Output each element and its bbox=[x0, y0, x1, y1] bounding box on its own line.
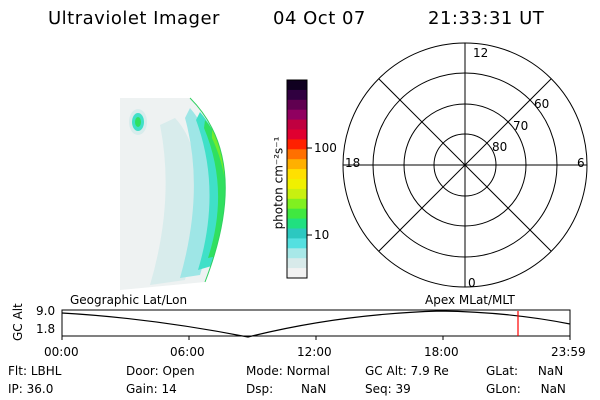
colorbar-segment bbox=[287, 139, 307, 150]
colorbar-segment bbox=[287, 179, 307, 190]
status-gain: Gain: 14 bbox=[126, 382, 177, 396]
status-flt-value: LBHL bbox=[30, 364, 62, 378]
polar-label-60: 60 bbox=[534, 97, 550, 111]
status-seq-value: 39 bbox=[395, 382, 411, 396]
track-xtick-2: 12:00 bbox=[297, 345, 332, 359]
colorbar-segment bbox=[287, 99, 307, 111]
status-gain-label: Gain: bbox=[126, 382, 158, 396]
track-xtick-1: 06:00 bbox=[170, 345, 205, 359]
polar-label-6: 6 bbox=[577, 156, 585, 170]
colorbar-segment bbox=[287, 129, 307, 140]
status-dsp: Dsp: NaN bbox=[246, 382, 326, 396]
colorbar-segment bbox=[287, 268, 307, 279]
colorbar-segment bbox=[287, 149, 307, 160]
colorbar-segment bbox=[287, 80, 307, 91]
status-door: Door: Open bbox=[126, 364, 195, 378]
polar-label-80: 80 bbox=[492, 140, 508, 154]
time-label: 21:33:31 UT bbox=[428, 8, 545, 29]
colorbar-segment bbox=[287, 248, 307, 259]
status-gain-value: 14 bbox=[161, 382, 177, 396]
polar-label-12: 12 bbox=[473, 46, 489, 60]
colorbar-segment bbox=[287, 119, 307, 130]
status-dsp-value: NaN bbox=[300, 382, 327, 396]
colorbar-unit-label: photon cm⁻²s⁻¹ bbox=[271, 136, 286, 230]
track-xtick-0: 00:00 bbox=[44, 345, 79, 359]
colorbar-segment bbox=[287, 238, 307, 249]
colorbar-segment bbox=[287, 198, 307, 210]
track-right-title: Apex MLat/MLT bbox=[425, 293, 515, 307]
status-glon-value: NaN bbox=[540, 382, 566, 396]
colorbar-label-10: 10 bbox=[314, 228, 330, 242]
track-ylabel: GC Alt bbox=[11, 303, 25, 341]
status-seq-label: Seq: bbox=[365, 382, 392, 396]
status-ip: IP: 36.0 bbox=[8, 382, 53, 396]
status-glat-value: NaN bbox=[537, 364, 564, 378]
colorbar-segment bbox=[287, 218, 307, 229]
altitude-curve bbox=[61, 310, 571, 338]
polar-label-18: 18 bbox=[345, 156, 361, 170]
colorbar-segment bbox=[287, 258, 307, 269]
status-ip-value: 36.0 bbox=[26, 382, 54, 396]
colorbar-label-100: 100 bbox=[314, 141, 337, 155]
instrument-title: Ultraviolet Imager bbox=[48, 8, 220, 29]
status-mode-label: Mode: bbox=[246, 364, 283, 378]
polar-label-0: 0 bbox=[468, 276, 476, 290]
track-xtick-4: 23:59 bbox=[551, 345, 586, 359]
status-ip-label: IP: bbox=[8, 382, 23, 396]
colorbar-segment bbox=[287, 188, 307, 200]
status-door-value: Open bbox=[162, 364, 195, 378]
colorbar-segment bbox=[287, 109, 307, 121]
status-glon-label: GLon: bbox=[486, 382, 521, 396]
status-mode-value: Normal bbox=[286, 364, 330, 378]
track-left-title: Geographic Lat/Lon bbox=[70, 293, 188, 307]
colorbar-segment bbox=[287, 169, 307, 180]
colorbar-segment bbox=[287, 228, 307, 239]
status-gcalt-value: 7.9 Re bbox=[410, 364, 449, 378]
status-door-label: Door: bbox=[126, 364, 159, 378]
colorbar-segment bbox=[287, 159, 307, 170]
polar-axis-diag-2 bbox=[378, 78, 552, 252]
track-ytick-bottom: 1.8 bbox=[36, 322, 56, 336]
track-ytick-top: 9.0 bbox=[36, 304, 56, 318]
colorbar bbox=[286, 79, 312, 279]
status-mode: Mode: Normal bbox=[246, 364, 330, 378]
status-flt-label: Flt: bbox=[8, 364, 27, 378]
polar-label-70: 70 bbox=[513, 119, 529, 133]
colorbar-segment bbox=[287, 208, 307, 220]
colorbar-segment bbox=[287, 89, 307, 101]
status-seq: Seq: 39 bbox=[365, 382, 411, 396]
polar-grid bbox=[342, 42, 588, 288]
date-label: 04 Oct 07 bbox=[273, 8, 366, 29]
aurora-image bbox=[120, 97, 226, 290]
status-glat-label: GLat: bbox=[486, 364, 519, 378]
status-gcalt-label: GC Alt: bbox=[365, 364, 407, 378]
status-flt: Flt: LBHL bbox=[8, 364, 61, 378]
status-dsp-label: Dsp: bbox=[246, 382, 274, 396]
orbit-track-plot bbox=[61, 309, 571, 340]
status-gcalt: GC Alt: 7.9 Re bbox=[365, 364, 449, 378]
track-xtick-3: 18:00 bbox=[424, 345, 459, 359]
status-glat: GLat: NaN bbox=[486, 364, 563, 378]
status-glon: GLon: NaN bbox=[486, 382, 566, 396]
